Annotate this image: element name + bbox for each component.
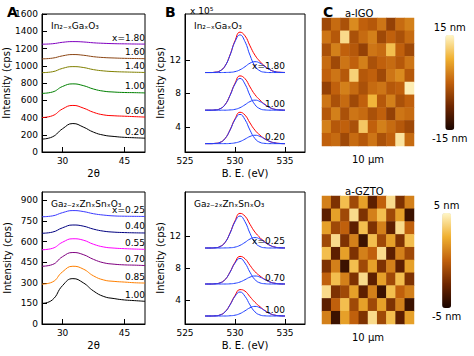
svg-text:1200: 1200: [15, 44, 38, 54]
svg-text:Intensity (cps): Intensity (cps): [2, 222, 13, 294]
svg-text:0: 0: [32, 319, 38, 329]
svg-text:150: 150: [21, 298, 38, 308]
svg-text:12: 12: [170, 55, 181, 65]
svg-text:In₂₋ₓGaₓO₃: In₂₋ₓGaₓO₃: [51, 21, 99, 31]
svg-text:0.20: 0.20: [125, 127, 145, 137]
svg-text:A: A: [7, 4, 18, 20]
svg-text:B. E. (eV): B. E. (eV): [222, 168, 269, 179]
svg-text:750: 750: [21, 216, 38, 226]
svg-text:600: 600: [21, 95, 38, 105]
svg-text:15 nm: 15 nm: [434, 22, 466, 33]
svg-text:600: 600: [21, 237, 38, 247]
svg-text:-5 nm: -5 nm: [432, 311, 461, 322]
svg-text:1600: 1600: [15, 9, 38, 19]
svg-text:525: 525: [176, 328, 193, 338]
svg-text:Intensity (cps): Intensity (cps): [155, 222, 166, 294]
svg-text:10 μm: 10 μm: [352, 154, 384, 165]
svg-text:0: 0: [32, 147, 38, 157]
svg-text:400: 400: [21, 113, 38, 123]
svg-text:-15 nm: -15 nm: [432, 133, 468, 144]
svg-text:0.70: 0.70: [265, 273, 285, 283]
svg-text:1.60: 1.60: [125, 47, 145, 57]
svg-text:0.85: 0.85: [125, 272, 145, 282]
svg-text:45: 45: [119, 328, 130, 338]
svg-text:1.00: 1.00: [265, 305, 285, 315]
svg-text:300: 300: [21, 278, 38, 288]
svg-text:30: 30: [57, 328, 69, 338]
svg-text:535: 535: [276, 156, 293, 166]
svg-text:200: 200: [21, 130, 38, 140]
svg-text:8: 8: [175, 88, 181, 98]
svg-text:x=1.80: x=1.80: [112, 33, 145, 43]
svg-text:x=0.25: x=0.25: [252, 236, 285, 246]
svg-text:8: 8: [175, 263, 181, 273]
svg-text:Ga₂₋₂ₓZnₓSnₓO₃: Ga₂₋₂ₓZnₓSnₓO₃: [51, 199, 122, 209]
svg-text:a-GZTO: a-GZTO: [345, 186, 384, 197]
svg-text:1.40: 1.40: [125, 61, 145, 71]
svg-text:0.60: 0.60: [125, 106, 145, 116]
svg-text:0.55: 0.55: [125, 238, 145, 248]
svg-text:1.00: 1.00: [125, 290, 145, 300]
svg-text:1.00: 1.00: [125, 81, 145, 91]
svg-text:0.40: 0.40: [125, 221, 145, 231]
svg-text:Intensity (cps): Intensity (cps): [155, 47, 166, 119]
svg-text:900: 900: [21, 195, 38, 205]
svg-text:525: 525: [176, 156, 193, 166]
svg-text:530: 530: [226, 328, 243, 338]
svg-text:1400: 1400: [15, 26, 38, 36]
svg-text:Ga₂₋₂ₓZnₓSnₓO₃: Ga₂₋₂ₓZnₓSnₓO₃: [194, 199, 265, 209]
svg-text:1000: 1000: [15, 61, 38, 71]
svg-text:450: 450: [21, 257, 38, 267]
svg-text:0.20: 0.20: [265, 132, 285, 142]
svg-text:B. E. (eV): B. E. (eV): [222, 340, 269, 351]
svg-text:800: 800: [21, 78, 38, 88]
svg-text:In₂₋ₓGaₓO₃: In₂₋ₓGaₓO₃: [194, 21, 242, 31]
svg-text:4: 4: [175, 295, 181, 305]
svg-text:30: 30: [57, 156, 69, 166]
svg-text:0.70: 0.70: [125, 254, 145, 264]
svg-text:10 μm: 10 μm: [352, 332, 384, 343]
svg-text:530: 530: [226, 156, 243, 166]
svg-text:2θ: 2θ: [87, 340, 99, 351]
svg-text:x 10⁵: x 10⁵: [190, 6, 214, 16]
svg-text:a-IGO: a-IGO: [345, 8, 373, 19]
svg-text:Intensity (cps): Intensity (cps): [1, 47, 12, 119]
svg-text:12: 12: [170, 231, 181, 241]
svg-text:x=0.25: x=0.25: [112, 205, 145, 215]
svg-text:535: 535: [276, 328, 293, 338]
svg-text:x=1.80: x=1.80: [252, 61, 285, 71]
svg-text:C: C: [323, 4, 333, 20]
svg-text:5 nm: 5 nm: [434, 200, 460, 211]
svg-text:1.00: 1.00: [265, 99, 285, 109]
svg-text:B: B: [165, 4, 176, 20]
svg-text:4: 4: [175, 122, 181, 132]
svg-text:45: 45: [119, 156, 130, 166]
svg-text:2θ: 2θ: [87, 168, 99, 179]
